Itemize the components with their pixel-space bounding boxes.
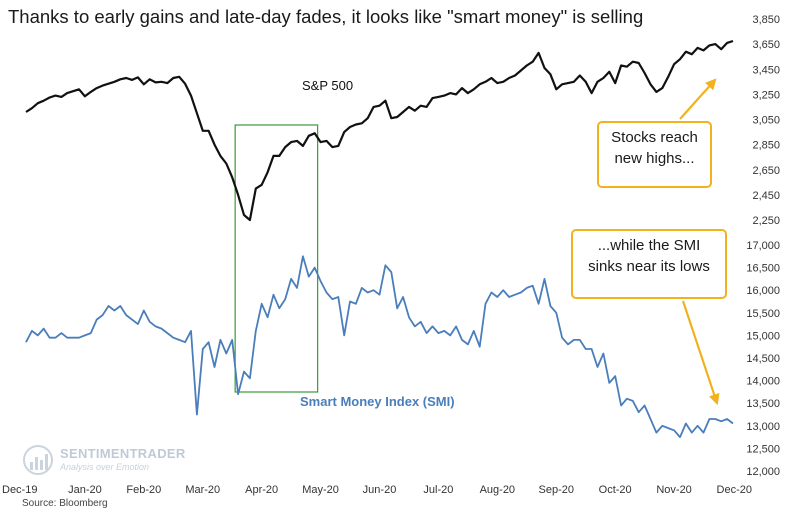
annotation-stocks-line1: Stocks reach — [611, 129, 698, 146]
x-tick-label: Mar-20 — [185, 484, 220, 496]
y-tick-label-smi: 14,500 — [746, 353, 780, 365]
y-tick-label-smi: 15,000 — [746, 330, 780, 342]
x-tick-label: Oct-20 — [599, 484, 632, 496]
y-tick-label-spx: 3,650 — [752, 39, 780, 51]
y-tick-label-smi: 14,000 — [746, 376, 780, 388]
series-label-smi: Smart Money Index (SMI) — [300, 394, 455, 409]
annotation-smi-line1: ...while the SMI — [597, 237, 701, 254]
x-tick-label: Sep-20 — [539, 484, 574, 496]
axis-layer: 2,250 2,450 2,650 2,850 3,050 3,250 3,450 3,650… — [2, 14, 780, 496]
y-tick-label-spx: 2,650 — [752, 165, 780, 177]
arrow-stocks — [679, 78, 717, 120]
y-tick-label-spx: 3,850 — [752, 14, 780, 26]
y-tick-label-spx: 3,450 — [752, 64, 780, 76]
y-tick-label-smi: 16,500 — [746, 263, 780, 275]
x-tick-label: Dec-20 — [717, 484, 752, 496]
watermark-name: SENTIMENTRADER — [60, 446, 186, 461]
y-tick-label-spx: 2,850 — [752, 140, 780, 152]
x-tick-label: Feb-20 — [126, 484, 161, 496]
x-tick-label: May-20 — [302, 484, 339, 496]
x-tick-label: Jun-20 — [363, 484, 397, 496]
x-tick-label: Nov-20 — [656, 484, 691, 496]
watermark-tagline: Analysis over Emotion — [60, 462, 150, 472]
y-tick-label-smi: 13,000 — [746, 421, 780, 433]
y-tick-label-smi: 12,000 — [746, 466, 780, 478]
x-tick-label: Aug-20 — [480, 484, 515, 496]
x-tick-label: Jul-20 — [423, 484, 453, 496]
spx-line — [25, 39, 734, 222]
annotation-stocks: Stocks reach new highs... — [597, 121, 712, 188]
y-tick-label-smi: 12,500 — [746, 443, 780, 455]
highlight-layer — [234, 124, 319, 393]
highlight-box — [234, 124, 319, 393]
y-tick-label-spx: 3,050 — [752, 115, 780, 127]
arrow-layer — [679, 78, 720, 406]
chart-title: Thanks to early gains and late-day fades… — [8, 6, 644, 27]
y-tick-label-smi: 17,000 — [746, 240, 780, 252]
y-tick-label-spx: 2,250 — [752, 215, 780, 227]
y-tick-label-smi: 15,500 — [746, 308, 780, 320]
annotation-smi-line2: sinks near its lows — [588, 258, 710, 275]
series-label-spx: S&P 500 — [302, 78, 353, 93]
annotation-smi: ...while the SMI sinks near its lows — [571, 229, 727, 299]
y-tick-label-spx: 3,250 — [752, 89, 780, 101]
arrow-smi — [681, 300, 720, 406]
watermark-chart-icon — [23, 445, 53, 475]
y-tick-label-smi: 13,500 — [746, 398, 780, 410]
x-tick-label: Dec-19 — [2, 484, 37, 496]
annotation-stocks-line2: new highs... — [614, 150, 695, 167]
watermark-logo: SENTIMENTRADER Analysis over Emotion — [22, 443, 185, 477]
x-tick-label: Apr-20 — [245, 484, 278, 496]
x-tick-label: Jan-20 — [68, 484, 102, 496]
series-layer — [25, 39, 734, 438]
y-tick-label-spx: 2,450 — [752, 190, 780, 202]
smi-line — [25, 255, 734, 438]
y-tick-label-smi: 16,000 — [746, 285, 780, 297]
source-note: Source: Bloomberg — [22, 498, 108, 509]
